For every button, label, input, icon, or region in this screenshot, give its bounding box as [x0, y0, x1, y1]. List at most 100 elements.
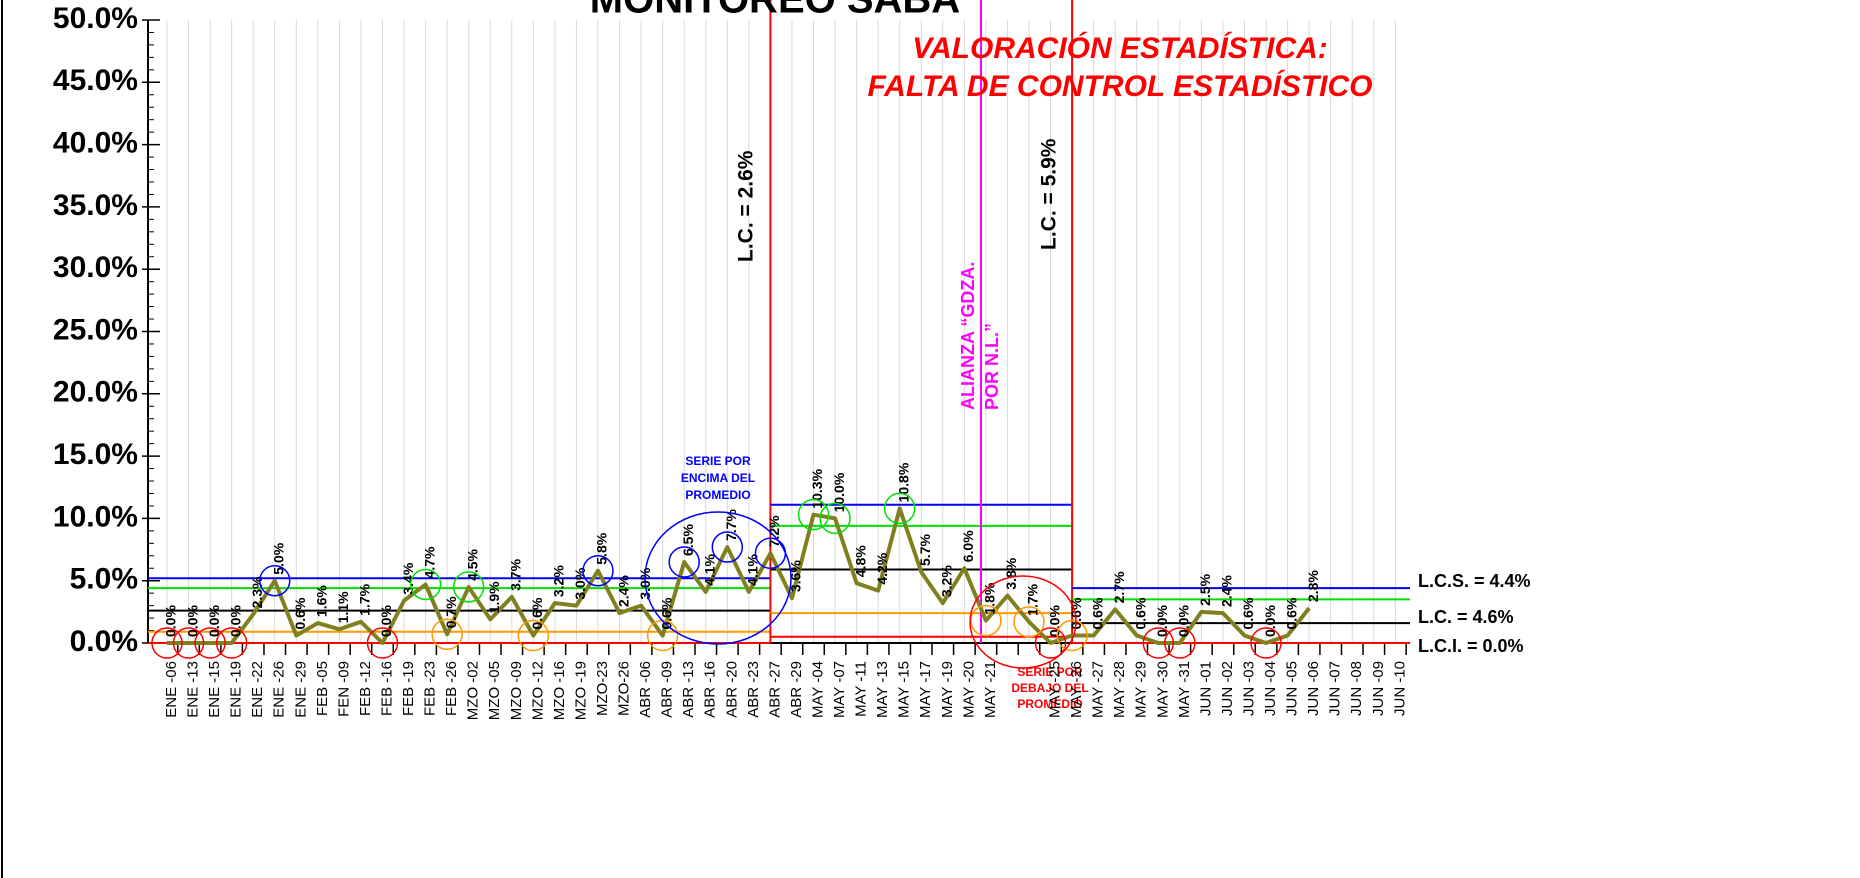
data-label: 4.1%	[745, 553, 761, 585]
highlight-circle	[883, 492, 916, 525]
verdict: VALORACIÓN ESTADÍSTICA:	[912, 31, 1328, 65]
data-label: 3.2%	[939, 565, 955, 597]
data-label: 5.7%	[917, 534, 933, 566]
x-tick-label: FEB -19	[400, 661, 417, 716]
x-tick-label: ENE -29	[292, 661, 309, 718]
y-tick-label: 20.0%	[53, 376, 138, 409]
x-tick-label: JUN -03	[1240, 661, 1257, 716]
lc-label: L.C. = 5.9%	[1038, 138, 1061, 250]
y-tick-label: 0.0%	[70, 625, 138, 658]
highlight-circle	[151, 627, 183, 659]
grid	[142, 19, 1410, 655]
data-label: 3.2%	[551, 565, 567, 597]
data-label: 2.3%	[249, 576, 265, 608]
data-label: 1.6%	[314, 585, 330, 617]
data-label: 10.0%	[831, 472, 847, 512]
highlight-circle	[970, 604, 1002, 637]
alliance-label: ALIANZA “GDZA.	[958, 262, 978, 410]
data-label: 0.6%	[1240, 597, 1256, 629]
x-tick-label: JUN -09	[1370, 661, 1387, 716]
x-tick-label: MAY -29	[1133, 661, 1150, 718]
data-label: 0.0%	[1154, 605, 1170, 637]
x-tick-label: JUN -04	[1262, 661, 1279, 716]
highlight-circle	[1164, 627, 1196, 659]
highlight-circle	[517, 619, 550, 652]
highlight-circle	[582, 554, 614, 587]
data-label: 4.5%	[464, 548, 480, 580]
highlight-circle	[1142, 627, 1175, 659]
data-label: 4.8%	[852, 545, 868, 577]
highlight-circle	[409, 568, 442, 601]
x-tick-label: JUN -05	[1284, 661, 1301, 716]
x-tick-label: ABR -29	[788, 661, 805, 718]
below-ellipse	[969, 575, 1077, 669]
x-tick-label: ENE -19	[228, 661, 245, 718]
x-tick-label: MAY -25	[1047, 661, 1064, 718]
highlight-circle	[431, 618, 463, 651]
x-tick-label: ENE -26	[271, 661, 288, 718]
x-tick-label: MZO -19	[572, 661, 589, 720]
data-label: 6.0%	[960, 530, 976, 562]
x-tick-label: MAY -19	[939, 661, 956, 718]
x-tick-label: FEB -26	[443, 661, 460, 716]
data-label: 7.7%	[723, 509, 739, 541]
x-tick-label: JUN -01	[1197, 661, 1214, 716]
above-note: PROMEDIO	[685, 488, 750, 502]
data-label: 2.4%	[615, 575, 631, 607]
x-tick-label: ABR -09	[659, 661, 676, 718]
x-tick-label: JUN -02	[1219, 661, 1236, 716]
highlight-circle	[1056, 619, 1088, 652]
x-tick-label: JUN -07	[1327, 661, 1344, 716]
x-tick-label: FEB -23	[422, 661, 439, 716]
lc-label: L.C. = 2.6%	[735, 150, 758, 262]
y-tick-label: 35.0%	[53, 189, 138, 222]
x-tick-label: MZO -02	[465, 661, 482, 720]
x-tick-label: ABR -13	[680, 661, 697, 718]
marks: 0.0% 0.0% 0.0% 0.0% 2.3% 5.0% 0.6% 1.6% 1.1% 1.7%…	[151, 462, 1321, 659]
y-tick-label: 25.0%	[53, 313, 138, 346]
data-label: 3.7%	[508, 558, 524, 590]
x-tick-label: MZO -09	[508, 661, 525, 720]
x-tick-label: FEN -09	[335, 661, 352, 717]
alliance-label: POR N.L.”	[982, 323, 1002, 410]
highlight-circle	[819, 502, 851, 535]
chart-title: MONITOREO SABA	[590, 0, 960, 22]
data-label: 0.6%	[292, 597, 308, 629]
x-tick-label: MAY -17	[917, 661, 934, 718]
y-tick-label: 50.0%	[53, 2, 138, 35]
data-label: 5.8%	[594, 532, 610, 564]
highlight-circle	[215, 627, 248, 659]
x-tick-label: ENE -13	[185, 661, 202, 718]
x-tick-label: ENE -06	[163, 661, 180, 718]
below-note: DEBAJO DEL	[1011, 681, 1088, 695]
highlight-circle	[668, 546, 700, 578]
x-tick-label: MZO-23	[594, 661, 611, 716]
data-label: 0.0%	[184, 605, 200, 637]
data-label: 4.1%	[701, 553, 717, 585]
data-label: 0.0%	[163, 605, 179, 637]
data-label: 3.6%	[788, 560, 804, 592]
data-label: 0.6%	[1132, 597, 1148, 629]
below-note: SERIE POR	[1017, 665, 1083, 679]
highlight-circle	[194, 627, 226, 659]
highlight-circle	[259, 564, 291, 597]
x-tick-label: JUN -10	[1391, 661, 1408, 716]
data-label: 0.0%	[378, 605, 394, 637]
y-tick-label: 10.0%	[53, 500, 138, 533]
x-tick-label: MAY -15	[896, 661, 913, 718]
x-tick-label: MAY -04	[809, 661, 826, 718]
data-label: 1.7%	[1025, 583, 1041, 615]
highlight-circle	[366, 627, 399, 659]
x-tick-label: ENE -22	[249, 661, 266, 718]
data-label: 3.0%	[572, 567, 588, 599]
x-tick-label: ABR -06	[637, 661, 654, 718]
below-note: PROMEDIO	[1017, 697, 1082, 711]
highlight-circle	[1034, 627, 1067, 659]
x-tick-label: MAY -20	[960, 661, 977, 718]
x-tick-label: MAY -13	[874, 661, 891, 718]
series-line	[167, 506, 1311, 645]
data-label: 0.6%	[1089, 597, 1105, 629]
x-tick-label: MAY -21	[982, 661, 999, 718]
data-label: 2.8%	[1305, 570, 1321, 602]
highlight-circle	[797, 498, 830, 531]
